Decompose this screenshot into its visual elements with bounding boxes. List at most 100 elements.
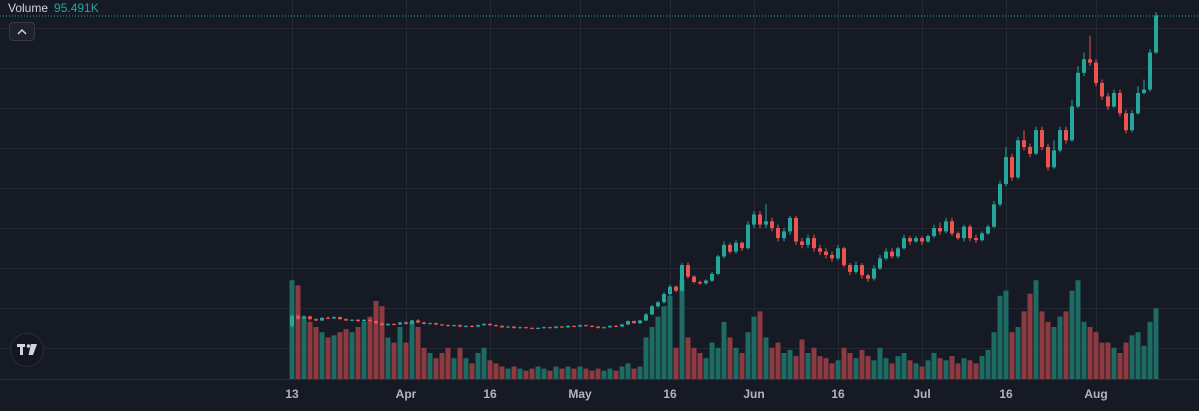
candle-body: [608, 325, 612, 328]
volume-bar: [691, 347, 697, 379]
candle-body: [410, 320, 414, 324]
candle-body: [704, 280, 708, 284]
volume-bar: [901, 353, 907, 379]
x-tick-label: 16: [483, 387, 497, 401]
volume-bar: [457, 347, 463, 379]
volume-bar: [865, 356, 871, 379]
candle-body: [974, 238, 978, 241]
volume-bar: [889, 363, 895, 379]
volume-bar: [337, 332, 343, 379]
volume-bar: [517, 368, 523, 379]
volume-bar: [727, 337, 733, 379]
volume-bar: [937, 358, 943, 379]
candle-body: [722, 244, 726, 257]
candle-body: [578, 325, 582, 327]
candle-body: [752, 214, 756, 225]
volume-bar: [1015, 327, 1021, 379]
volume-bar: [307, 321, 313, 379]
volume-bar: [1045, 321, 1051, 379]
volume-bar: [751, 316, 757, 379]
volume-bar: [775, 342, 781, 379]
candle-body: [728, 244, 732, 252]
volume-bar: [787, 349, 793, 379]
candle-body: [590, 325, 594, 327]
candle-body: [1106, 96, 1110, 107]
chart-grid: [0, 0, 1199, 379]
candle-body: [452, 325, 456, 327]
candle-body: [884, 251, 888, 259]
candle-body: [602, 327, 606, 329]
candle-body: [596, 326, 600, 328]
volume-bar: [883, 358, 889, 379]
candle-body: [686, 265, 690, 277]
x-tick-label: Apr: [396, 387, 417, 401]
volume-bar: [997, 295, 1003, 379]
candle-body: [500, 325, 504, 328]
candle-body: [956, 233, 960, 239]
volume-bar: [1153, 308, 1159, 379]
volume-bar: [379, 306, 385, 379]
x-tick-label: May: [568, 387, 592, 401]
volume-bar: [1135, 332, 1141, 379]
candle-body: [1118, 93, 1122, 114]
volume-bar: [811, 347, 817, 379]
volume-bar: [931, 353, 937, 379]
candle-body: [950, 221, 954, 234]
candle-body: [1022, 140, 1026, 148]
volume-bar: [685, 337, 691, 379]
volume-bar: [409, 321, 415, 379]
candle-body: [350, 319, 354, 321]
volume-bar: [649, 327, 655, 379]
volume-bar: [1087, 327, 1093, 379]
candle-body: [1124, 113, 1128, 131]
volume-bar: [967, 360, 973, 379]
volume-bar: [301, 316, 307, 379]
candle-body: [470, 325, 474, 327]
volume-bar: [355, 327, 361, 379]
candle-body: [290, 315, 294, 326]
candle-body: [908, 238, 912, 242]
volume-bar: [655, 316, 661, 379]
volume-bar: [433, 358, 439, 379]
volume-bar: [553, 366, 559, 379]
volume-bar: [1081, 321, 1087, 379]
candle-body: [1046, 147, 1050, 168]
candle-body: [758, 214, 762, 225]
candle-body: [512, 326, 516, 328]
candle-body: [938, 228, 942, 232]
volume-bar: [673, 347, 679, 379]
candle-body: [1016, 140, 1020, 178]
volume-bar: [487, 360, 493, 379]
candle-body: [554, 326, 558, 328]
volume-bar: [391, 342, 397, 379]
volume-bar: [1111, 347, 1117, 379]
volume-bar: [979, 356, 985, 379]
candle-body: [698, 282, 702, 284]
volume-bar: [961, 358, 967, 379]
volume-bar: [805, 353, 811, 379]
volume-bar: [697, 353, 703, 379]
volume-bar: [1117, 353, 1123, 379]
candle-body: [296, 315, 300, 319]
volume-bar: [547, 370, 553, 379]
volume-bar: [739, 353, 745, 379]
candle-body: [308, 316, 312, 320]
volume-bar: [847, 353, 853, 379]
candle-body: [746, 224, 750, 249]
candle-body: [362, 319, 366, 322]
legend-volume-value: 95.491K: [54, 1, 99, 15]
collapse-pane-button[interactable]: [9, 22, 35, 41]
tradingview-logo-icon[interactable]: [10, 333, 44, 367]
volume-bar: [991, 332, 997, 379]
candle-body: [782, 231, 786, 239]
candle-body: [626, 321, 630, 325]
volume-bar: [631, 368, 637, 379]
candle-body: [656, 302, 660, 307]
candle-body: [734, 242, 738, 252]
candle-body: [644, 314, 648, 321]
volume-bar: [529, 368, 535, 379]
volume-bar: [385, 337, 391, 379]
volume-bar: [1021, 311, 1027, 379]
volume-bar: [523, 370, 529, 379]
